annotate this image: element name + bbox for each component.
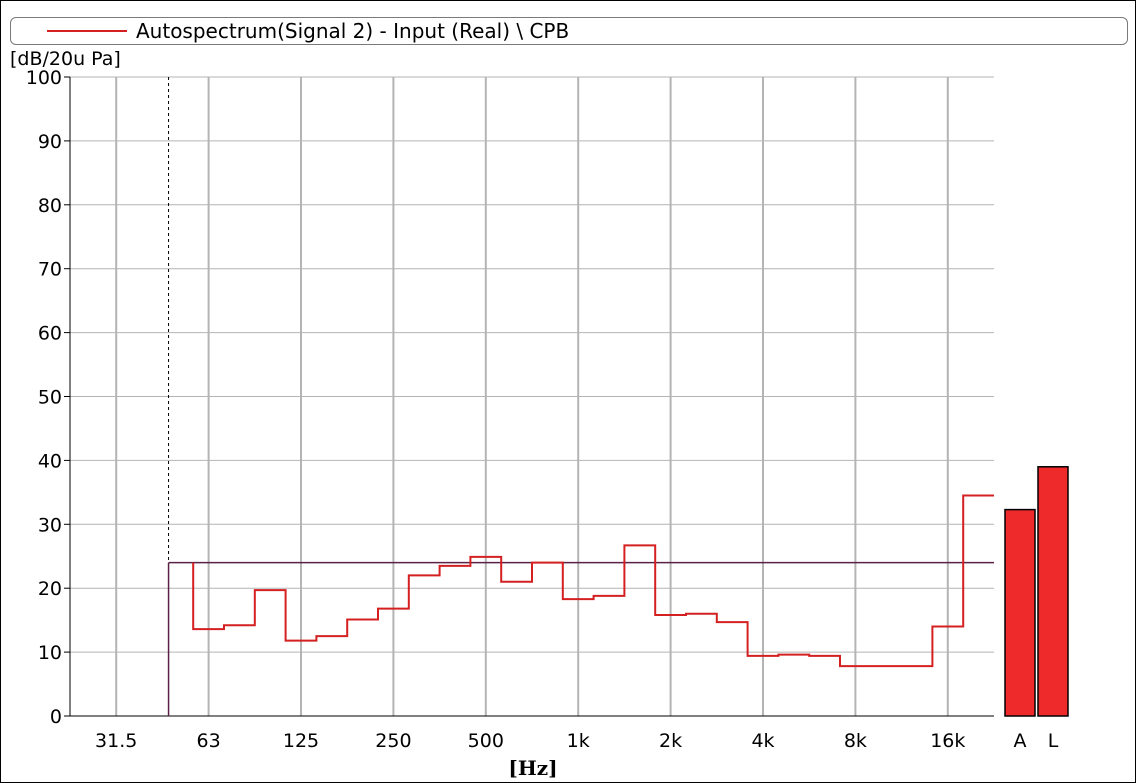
y-tick-label: 60 [38,323,62,345]
spectrum-band-40[interactable] [871,663,902,669]
x-tick-label: 500 [468,730,504,752]
spectrum-band-37[interactable] [778,652,809,658]
spectrum-band-22[interactable] [316,633,347,639]
spectrum-band-26[interactable] [440,563,471,569]
x-tick-label: 63 [197,730,221,752]
total-bar-label: L [1048,730,1059,752]
total-bar-a[interactable] [1004,508,1036,717]
spectrum-band-34[interactable] [686,611,717,617]
spectrum-band-21[interactable] [286,638,317,644]
total-bar-l[interactable] [1037,466,1069,717]
x-tick-label: 1k [567,730,590,752]
spectrum-band-31[interactable] [594,593,625,599]
y-tick-label: 80 [38,195,62,217]
y-tick-label: 30 [38,514,62,536]
x-tick-label: 8k [844,730,867,752]
x-tick-label: 4k [751,730,774,752]
legend-label: Autospectrum(Signal 2) - Input (Real) \ … [136,19,570,43]
total-bar-label: A [1014,730,1027,752]
x-tick-label: 125 [283,730,319,752]
y-tick-label: 70 [38,259,62,281]
spectrum-band-27[interactable] [470,554,501,560]
spectrum-band-36[interactable] [748,653,779,659]
spectrum-band-39[interactable] [840,663,871,669]
y-axis-unit: [dB/20u Pa] [10,48,121,70]
y-tick-label: 50 [38,387,62,409]
spectrum-line[interactable] [192,494,994,668]
y-tick-label: 0 [50,706,62,728]
spectrum-band-43[interactable] [963,493,994,499]
spectrum-band-30[interactable] [563,596,594,602]
spectrum-band-23[interactable] [347,617,378,623]
spectrum-band-35[interactable] [717,619,748,625]
spectrum-band-24[interactable] [378,606,409,612]
y-tick-label: 20 [38,578,62,600]
x-axis-unit: [Hz] [508,756,558,780]
y-tick-label: 40 [38,450,62,472]
spectrum-band-32[interactable] [624,542,655,548]
legend[interactable]: Autospectrum(Signal 2) - Input (Real) \ … [10,17,1128,45]
y-tick-label: 100 [26,67,62,89]
spectrum-band-38[interactable] [809,653,840,659]
x-tick-label: 2k [659,730,682,752]
x-tick-label: 250 [375,730,411,752]
y-tick-label: 90 [38,131,62,153]
y-tick-label: 10 [38,642,62,664]
spectrum-band-29[interactable] [532,560,563,566]
x-tick-label: 31.5 [95,730,137,752]
spectrum-band-42[interactable] [932,624,963,630]
spectrum-band-18[interactable] [193,626,224,632]
x-tick-label: 16k [930,730,965,752]
spectrum-band-20[interactable] [255,587,286,593]
spectrum-band-25[interactable] [409,572,440,578]
legend-swatch [47,30,127,32]
spectrum-band-19[interactable] [224,622,255,628]
spectrum-band-41[interactable] [902,663,933,669]
spectrum-band-28[interactable] [501,579,532,585]
spectrum-band-33[interactable] [655,612,686,618]
